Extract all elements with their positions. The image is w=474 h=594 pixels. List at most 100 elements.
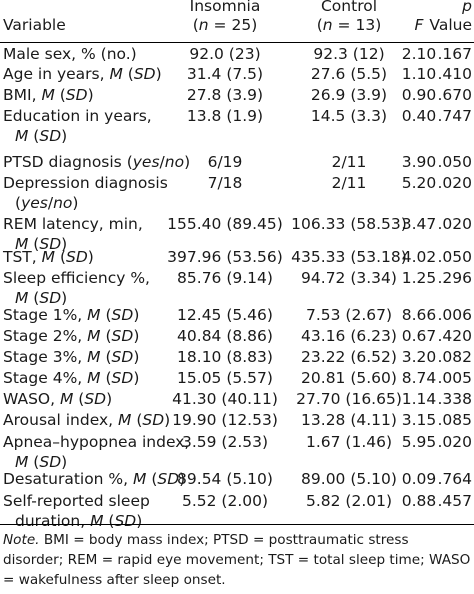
f-value: 8.74	[401, 369, 437, 387]
f-value: 0.09	[401, 470, 437, 488]
p-value: .020	[437, 433, 472, 451]
row-label: Arousal index, M (SD)	[3, 411, 171, 429]
control-value: 94.72 (3.34)	[301, 269, 397, 287]
control-value: 7.53 (2.67)	[305, 306, 393, 324]
f-value: 3.47	[401, 215, 437, 233]
control-value: 435.33 (53.18)	[291, 248, 407, 266]
f-value: 8.66	[401, 306, 437, 324]
f-value: 3.15	[401, 411, 437, 429]
header-p-value: Value	[429, 16, 472, 34]
insomnia-value: 5.52 (2.00)	[181, 492, 269, 510]
header-variable: Variable	[3, 16, 66, 34]
control-value: 27.6 (5.5)	[310, 65, 388, 83]
p-value: .747	[437, 107, 472, 125]
control-value: 106.33 (58.53)	[291, 215, 407, 233]
row-label: BMI, M (SD)	[3, 86, 94, 104]
p-value: .085	[437, 411, 472, 429]
p-value: .457	[437, 492, 472, 510]
f-value: 5.95	[401, 433, 437, 451]
insomnia-value: 3.59 (2.53)	[181, 433, 269, 451]
p-value: .050	[437, 248, 472, 266]
row-label: Self-reported sleep duration, M (SD)	[3, 492, 150, 530]
p-value: .410	[437, 65, 472, 83]
row-label: REM latency, min, M (SD)	[3, 215, 143, 253]
p-value: .670	[437, 86, 472, 104]
f-value: 1.14	[401, 390, 437, 408]
f-value: 0.40	[401, 107, 437, 125]
insomnia-value: 7/18	[207, 174, 243, 192]
row-label: Male sex, % (no.)	[3, 45, 137, 63]
control-value: 14.5 (3.3)	[310, 107, 388, 125]
control-value: 5.82 (2.01)	[305, 492, 393, 510]
row-label: Stage 4%, M (SD)	[3, 369, 140, 387]
control-value: 89.00 (5.10)	[301, 470, 397, 488]
note-text: BMI = body mass index; PTSD = posttrauma…	[3, 532, 471, 588]
f-value: 1.25	[401, 269, 437, 287]
control-value: 2/11	[331, 153, 367, 171]
insomnia-value: 92.0 (23)	[189, 45, 261, 63]
control-value: 43.16 (6.23)	[301, 327, 397, 345]
control-value: 23.22 (6.52)	[301, 348, 397, 366]
insomnia-value: 6/19	[207, 153, 243, 171]
table-note: Note. BMI = body mass index; PTSD = post…	[3, 530, 473, 590]
header-f: F	[414, 16, 424, 34]
row-label: WASO, M (SD)	[3, 390, 113, 408]
header-insomnia-n: (n = 25)	[192, 16, 258, 34]
p-value: .338	[437, 390, 472, 408]
p-value: .020	[437, 174, 472, 192]
insomnia-value: 41.30 (40.11)	[172, 390, 278, 408]
insomnia-value: 397.96 (53.56)	[167, 248, 283, 266]
p-value: .167	[437, 45, 472, 63]
row-label: Age in years, M (SD)	[3, 65, 162, 83]
insomnia-value: 31.4 (7.5)	[186, 65, 264, 83]
f-value: 1.10	[401, 65, 437, 83]
header-p: p	[462, 0, 472, 15]
control-value: 2/11	[331, 174, 367, 192]
f-value: 0.90	[401, 86, 437, 104]
header-control: Control	[320, 0, 378, 15]
f-value: 0.67	[401, 327, 437, 345]
insomnia-value: 40.84 (8.86)	[177, 327, 273, 345]
f-value: 4.02	[401, 248, 437, 266]
p-value: .082	[437, 348, 472, 366]
control-value: 26.9 (3.9)	[310, 86, 388, 104]
f-value: 2.10	[401, 45, 437, 63]
bottom-rule	[0, 524, 474, 525]
control-value: 92.3 (12)	[313, 45, 385, 63]
f-value: 3.90	[401, 153, 437, 171]
insomnia-value: 15.05 (5.57)	[177, 369, 273, 387]
control-value: 13.28 (4.11)	[301, 411, 397, 429]
row-label: Stage 3%, M (SD)	[3, 348, 140, 366]
p-value: .764	[437, 470, 472, 488]
p-value: .020	[437, 215, 472, 233]
header-control-n: (n = 13)	[316, 16, 382, 34]
control-value: 1.67 (1.46)	[305, 433, 393, 451]
p-value: .006	[437, 306, 472, 324]
row-label: Education in years, M (SD)	[3, 107, 152, 145]
row-label: TST, M (SD)	[3, 248, 94, 266]
f-value: 0.88	[401, 492, 437, 510]
header-insomnia: Insomnia	[189, 0, 261, 15]
insomnia-value: 13.8 (1.9)	[186, 107, 264, 125]
insomnia-value: 155.40 (89.45)	[167, 215, 283, 233]
p-value: .005	[437, 369, 472, 387]
row-label: Sleep efficiency %, M (SD)	[3, 269, 150, 307]
row-label: Depression diagnosis (yes/no)	[3, 174, 168, 212]
insomnia-value: 89.54 (5.10)	[177, 470, 273, 488]
insomnia-value: 18.10 (8.83)	[177, 348, 273, 366]
p-value: .296	[437, 269, 472, 287]
row-label: Apnea–hypopnea index, M (SD)	[3, 433, 190, 471]
insomnia-value: 12.45 (5.46)	[177, 306, 273, 324]
p-value: .420	[437, 327, 472, 345]
control-value: 27.70 (16.65)	[296, 390, 402, 408]
row-label: Stage 2%, M (SD)	[3, 327, 140, 345]
f-value: 3.20	[401, 348, 437, 366]
f-value: 5.20	[401, 174, 437, 192]
control-value: 20.81 (5.60)	[301, 369, 397, 387]
p-value: .050	[437, 153, 472, 171]
header-rule	[0, 42, 474, 43]
insomnia-value: 85.76 (9.14)	[177, 269, 273, 287]
note-prefix: Note.	[3, 532, 40, 548]
row-label: Desaturation %, M (SD)	[3, 470, 186, 488]
row-label: Stage 1%, M (SD)	[3, 306, 140, 324]
